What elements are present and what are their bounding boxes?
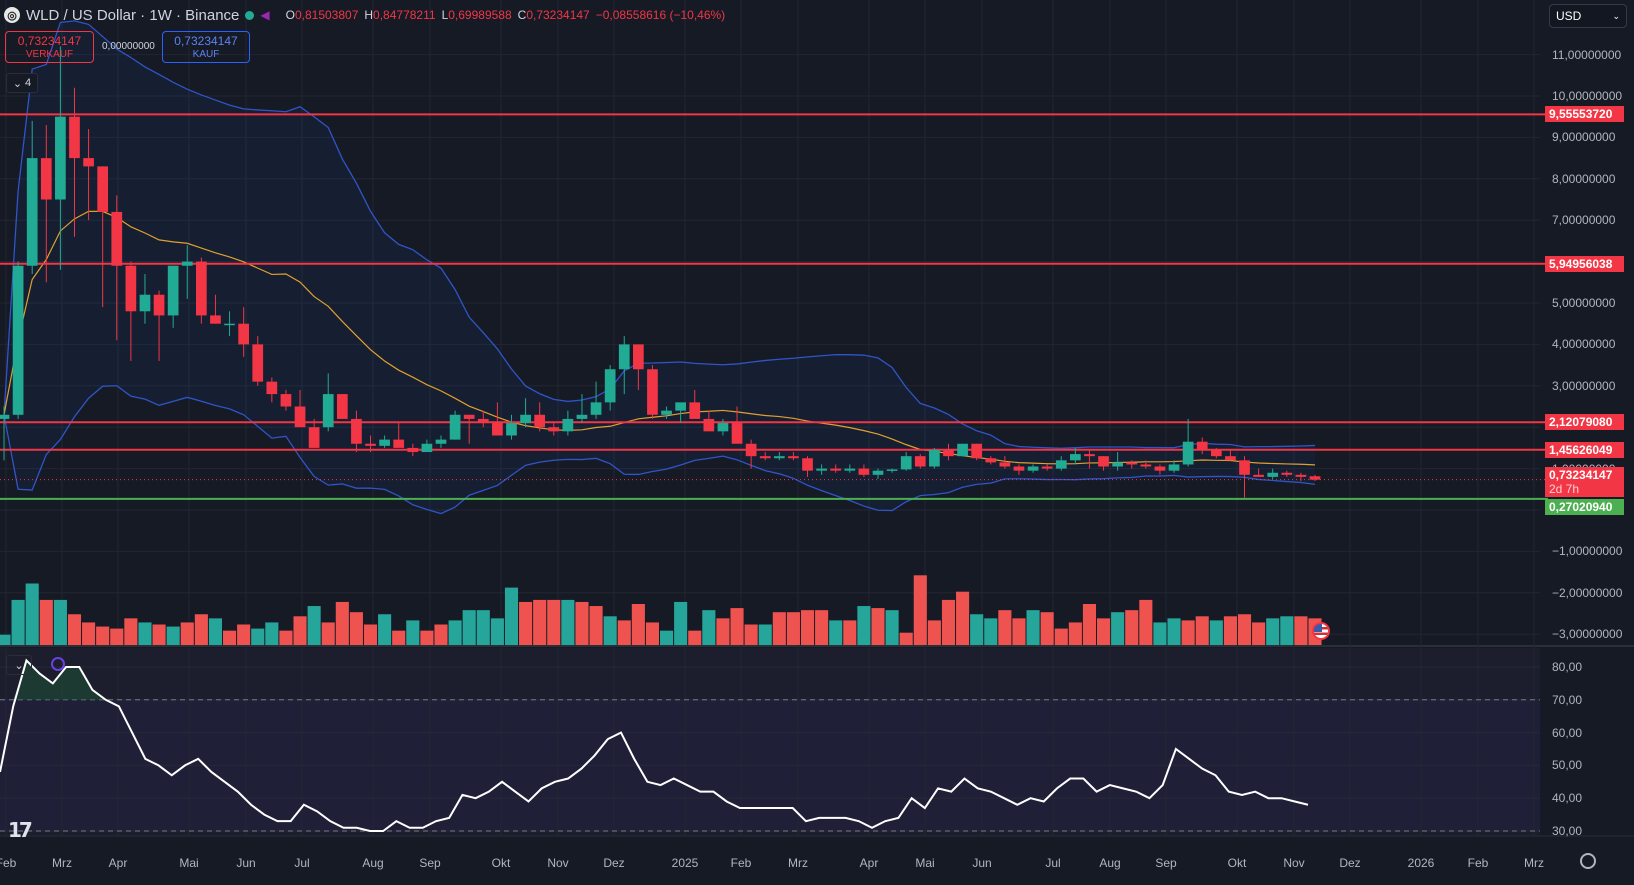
price-axis-label: 8,00000000 [1552,171,1616,186]
close-label: C [517,8,527,22]
price-level-tag[interactable]: 2,12079080 [1545,414,1624,431]
currency-select[interactable]: USD ⌄ [1549,4,1627,28]
price-level-tag[interactable]: 9,55553720 [1545,106,1624,123]
current-price-tag: 0,73234147 2d 7h [1545,466,1624,497]
time-axis-label: Jul [1045,856,1061,870]
open-label: O [285,8,295,22]
buy-button[interactable]: 0,73234147 KAUF [162,31,250,63]
rsi-collapse-button[interactable]: ⌄ [6,655,32,675]
time-axis-label: Mai [179,856,199,870]
time-axis-label: Dez [1339,856,1361,870]
time-axis-label: Feb [730,856,752,870]
settings-gear-icon[interactable] [1580,853,1596,869]
time-axis-label: Sep [1155,856,1177,870]
time-axis-label: Feb [0,856,17,870]
close-value: 0,73234147 [526,8,590,22]
change-value: −0,08558616 (−10,46%) [595,8,726,22]
price-axis-label: 4,00000000 [1552,337,1616,352]
market-open-status-icon [245,10,255,20]
rsi-axis-label: 50,00 [1552,758,1583,773]
time-axis-label: Apr [859,856,879,870]
spread-value: 0,00000000 [102,41,155,52]
time-axis-label: Feb [1467,856,1489,870]
time-axis-label: Dez [603,856,625,870]
high-label: H [364,8,374,22]
chevron-down-icon: ⌄ [14,659,24,672]
time-axis-label: Jun [236,856,256,870]
price-axis-label: 3,00000000 [1552,378,1616,393]
price-axis-label: 9,00000000 [1552,130,1616,145]
price-level-tag[interactable]: 5,94956038 [1545,255,1624,272]
price-level-tag[interactable]: 0,27020940 [1545,498,1624,515]
symbol-title[interactable]: WLD / US Dollar · 1W · Binance [26,6,240,24]
indicator-count: 4 [25,77,32,89]
rsi-axis-label: 40,00 [1552,791,1583,806]
open-value: 0,81503807 [294,8,359,22]
chevron-down-icon: ⌄ [12,77,23,90]
tradingview-logo[interactable]: 17 [8,818,33,842]
rsi-axis-label: 60,00 [1552,725,1583,740]
low-value: 0,69989588 [448,8,512,22]
current-price: 0,73234147 [1549,467,1613,482]
rsi-axis-label: 80,00 [1552,660,1583,674]
time-axis-label: Mrz [52,856,72,870]
chevron-down-icon: ⌄ [1612,10,1620,21]
price-axis-label: 7,00000000 [1552,213,1616,228]
time-axis-label: Apr [108,856,128,870]
time-axis-label: Aug [362,856,384,870]
share-icon[interactable]: ◀ [260,8,270,22]
worldcoin-logo-icon: ◎ [4,7,20,23]
price-axis-label: −1,00000000 [1552,544,1623,559]
us-flag-event-icon[interactable] [1312,622,1330,640]
bar-countdown: 2d 7h [1549,481,1580,496]
time-axis-label: Sep [419,856,441,870]
sell-button[interactable]: 0,73234147 VERKAUF [5,31,94,63]
time-axis-label: Jul [294,856,310,870]
time-axis-label: Mai [915,856,935,870]
buy-label: KAUF [192,49,220,60]
rsi-axis-label: 30,00 [1552,824,1583,838]
time-axis-label: Okt [1227,856,1247,870]
indicators-collapse-button[interactable]: ⌄ 4 [6,73,38,93]
ohlc-values: O0,81503807 H0,84778211 L0,69989588 C0,7… [286,8,726,22]
price-axis-label: 11,00000000 [1552,47,1622,62]
time-axis-label: Nov [547,856,569,870]
time-axis-label: 2025 [671,856,699,870]
price-axis-label: 10,00000000 [1552,89,1623,103]
low-label: L [441,8,449,22]
time-axis-label: Okt [491,856,511,870]
symbol-header: ◎ WLD / US Dollar · 1W · Binance ◀ O0,81… [4,4,725,26]
price-axis-label: −3,00000000 [1552,627,1623,642]
sell-label: VERKAUF [25,49,74,60]
currency-selected: USD [1556,9,1582,23]
time-axis-label: Mrz [788,856,808,870]
time-axis-label: Mrz [1524,856,1544,870]
sell-price: 0,73234147 [17,34,82,48]
high-value: 0,84778211 [373,8,436,22]
time-axis-label: Nov [1283,856,1305,870]
time-axis-label: Aug [1099,856,1121,870]
time-axis-label: 2026 [1407,856,1435,870]
time-axis-label: Jun [972,856,992,870]
price-axis-label: −2,00000000 [1552,585,1623,600]
price-axis-label: 5,00000000 [1552,296,1616,310]
buy-price: 0,73234147 [174,34,238,48]
rsi-axis-label: 70,00 [1552,692,1583,707]
price-level-tag[interactable]: 1,45626049 [1545,441,1624,458]
